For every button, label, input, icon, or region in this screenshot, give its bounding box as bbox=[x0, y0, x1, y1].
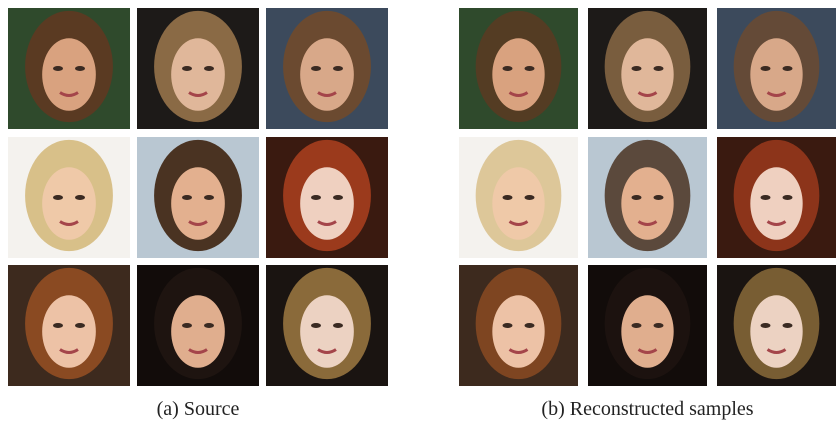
face-image bbox=[8, 8, 130, 129]
eye bbox=[525, 323, 535, 328]
eye bbox=[654, 195, 664, 200]
photo-shade bbox=[118, 8, 130, 129]
eye bbox=[311, 195, 321, 200]
face-image bbox=[266, 8, 388, 129]
face-image bbox=[8, 137, 130, 258]
eye bbox=[503, 195, 513, 200]
face-image bbox=[266, 137, 388, 258]
eye bbox=[75, 323, 85, 328]
face-image bbox=[717, 137, 836, 258]
face-image bbox=[717, 265, 836, 386]
face-image bbox=[137, 265, 259, 386]
eye bbox=[204, 195, 214, 200]
photo-shade bbox=[695, 8, 707, 129]
photo-shade bbox=[566, 265, 578, 386]
photo-shade bbox=[566, 137, 578, 258]
photo-shade bbox=[376, 137, 388, 258]
face-image bbox=[266, 265, 388, 386]
figure: (a) Source (b) Reconstructed samples bbox=[0, 0, 836, 429]
eye bbox=[783, 66, 793, 71]
eye bbox=[53, 323, 63, 328]
face-image bbox=[588, 137, 707, 258]
face bbox=[300, 167, 354, 240]
caption: (a) Source bbox=[8, 398, 388, 421]
eye bbox=[53, 66, 63, 71]
eye bbox=[503, 66, 513, 71]
face bbox=[492, 295, 544, 368]
eye bbox=[182, 323, 192, 328]
face bbox=[621, 38, 673, 111]
eye bbox=[311, 66, 321, 71]
eye bbox=[632, 195, 642, 200]
photo-shade bbox=[376, 265, 388, 386]
face bbox=[42, 295, 96, 368]
eye bbox=[761, 195, 771, 200]
photo-shade bbox=[247, 137, 259, 258]
image-grid bbox=[8, 8, 388, 386]
face bbox=[750, 295, 802, 368]
photo-shade bbox=[118, 137, 130, 258]
caption: (b) Reconstructed samples bbox=[459, 398, 836, 421]
face bbox=[171, 38, 225, 111]
eye bbox=[182, 66, 192, 71]
eye bbox=[654, 323, 664, 328]
face bbox=[492, 38, 544, 111]
photo-shade bbox=[824, 8, 836, 129]
face-image bbox=[137, 137, 259, 258]
eye bbox=[654, 66, 664, 71]
face bbox=[171, 295, 225, 368]
eye bbox=[333, 66, 343, 71]
image-grids bbox=[0, 0, 836, 395]
photo-shade bbox=[247, 8, 259, 129]
face-image bbox=[459, 137, 578, 258]
face bbox=[300, 295, 354, 368]
eye bbox=[75, 66, 85, 71]
face-image bbox=[588, 265, 707, 386]
eye bbox=[503, 323, 513, 328]
face bbox=[621, 295, 673, 368]
face-image bbox=[459, 8, 578, 129]
eye bbox=[333, 195, 343, 200]
photo-shade bbox=[247, 265, 259, 386]
eye bbox=[182, 195, 192, 200]
eye bbox=[761, 323, 771, 328]
eye bbox=[204, 66, 214, 71]
face-image bbox=[137, 8, 259, 129]
face bbox=[750, 38, 802, 111]
face bbox=[42, 167, 96, 240]
face-image bbox=[459, 265, 578, 386]
face bbox=[621, 167, 673, 240]
eye bbox=[525, 195, 535, 200]
eye bbox=[632, 323, 642, 328]
eye bbox=[333, 323, 343, 328]
photo-shade bbox=[824, 137, 836, 258]
eye bbox=[783, 195, 793, 200]
eye bbox=[783, 323, 793, 328]
eye bbox=[204, 323, 214, 328]
image-grid bbox=[459, 8, 836, 386]
eye bbox=[75, 195, 85, 200]
face bbox=[42, 38, 96, 111]
face bbox=[300, 38, 354, 111]
photo-shade bbox=[118, 265, 130, 386]
face bbox=[171, 167, 225, 240]
face-image bbox=[717, 8, 836, 129]
eye bbox=[525, 66, 535, 71]
photo-shade bbox=[695, 265, 707, 386]
photo-shade bbox=[695, 137, 707, 258]
eye bbox=[761, 66, 771, 71]
face-image bbox=[8, 265, 130, 386]
eye bbox=[632, 66, 642, 71]
face bbox=[750, 167, 802, 240]
eye bbox=[53, 195, 63, 200]
eye bbox=[311, 323, 321, 328]
face-image bbox=[588, 8, 707, 129]
photo-shade bbox=[824, 265, 836, 386]
photo-shade bbox=[376, 8, 388, 129]
face bbox=[492, 167, 544, 240]
photo-shade bbox=[566, 8, 578, 129]
